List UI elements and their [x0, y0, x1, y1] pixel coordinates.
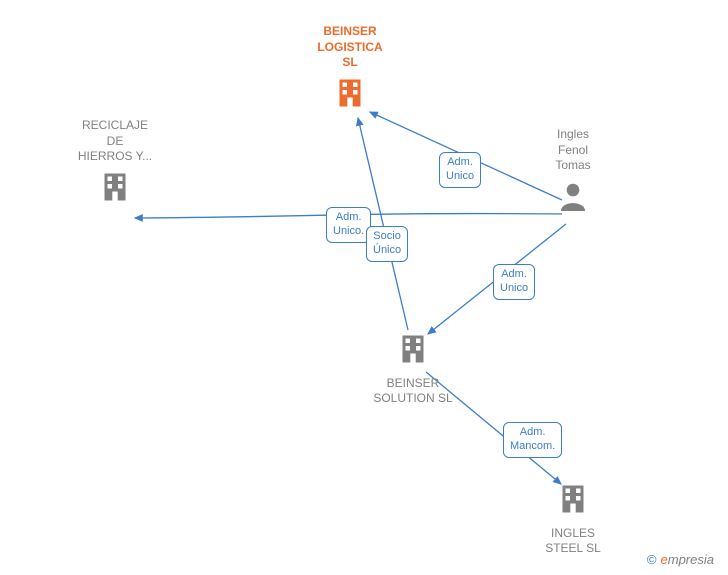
brand-first: e — [661, 552, 668, 567]
node-ingles_steel[interactable]: INGLESSTEEL SL — [518, 477, 628, 557]
edge-label-line: Mancom. — [510, 440, 555, 454]
node-label-line: INGLES — [518, 526, 628, 542]
node-beinser_logistica[interactable]: BEINSERLOGISTICASL — [295, 24, 405, 119]
node-label-line: Fenol — [518, 143, 628, 159]
node-label-line: STEEL SL — [518, 541, 628, 557]
edge-label-line: Unico — [446, 170, 474, 184]
edge-label-ingles_fenol_tomas-beinser_logistica: Adm.Unico — [439, 152, 481, 188]
node-label-line: HIERROS Y... — [60, 149, 170, 165]
person-icon — [555, 178, 591, 214]
edge-label-ingles_fenol_tomas-beinser_solution: Adm.Unico — [493, 264, 535, 300]
edge-label-beinser_solution-beinser_logistica: SocioÚnico — [366, 226, 408, 262]
building-icon — [332, 75, 368, 111]
node-label-line: BEINSER — [358, 376, 468, 392]
edge-label-line: Adm. — [333, 211, 364, 225]
node-label-line: SL — [295, 55, 405, 71]
node-reciclaje[interactable]: RECICLAJEDEHIERROS Y... — [60, 118, 170, 213]
edge-label-beinser_solution-ingles_steel: Adm.Mancom. — [503, 422, 562, 458]
edge-label-line: Adm. — [510, 426, 555, 440]
building-icon — [555, 481, 591, 517]
edge-label-line: Unico — [500, 282, 528, 296]
node-label-line: LOGISTICA — [295, 40, 405, 56]
node-beinser_solution[interactable]: BEINSERSOLUTION SL — [358, 327, 468, 407]
node-label-line: BEINSER — [295, 24, 405, 40]
edge-label-line: Unico. — [333, 225, 364, 239]
node-label-line: Ingles — [518, 127, 628, 143]
edge-label-line: Adm. — [446, 156, 474, 170]
node-label-line: Tomas — [518, 158, 628, 174]
footer-copyright: © empresia — [647, 552, 714, 567]
edge-label-line: Socio — [373, 230, 401, 244]
node-label-line: RECICLAJE — [60, 118, 170, 134]
building-icon — [97, 169, 133, 205]
brand-rest: mpresia — [668, 552, 714, 567]
node-ingles_fenol_tomas[interactable]: InglesFenolTomas — [518, 127, 628, 222]
copyright-symbol: © — [647, 552, 657, 567]
building-icon — [395, 331, 431, 367]
node-label-line: DE — [60, 134, 170, 150]
edge-label-ingles_fenol_tomas-reciclaje: Adm.Unico. — [326, 207, 371, 243]
node-label-line: SOLUTION SL — [358, 391, 468, 407]
edge-label-line: Único — [373, 244, 401, 258]
edge-label-line: Adm. — [500, 268, 528, 282]
